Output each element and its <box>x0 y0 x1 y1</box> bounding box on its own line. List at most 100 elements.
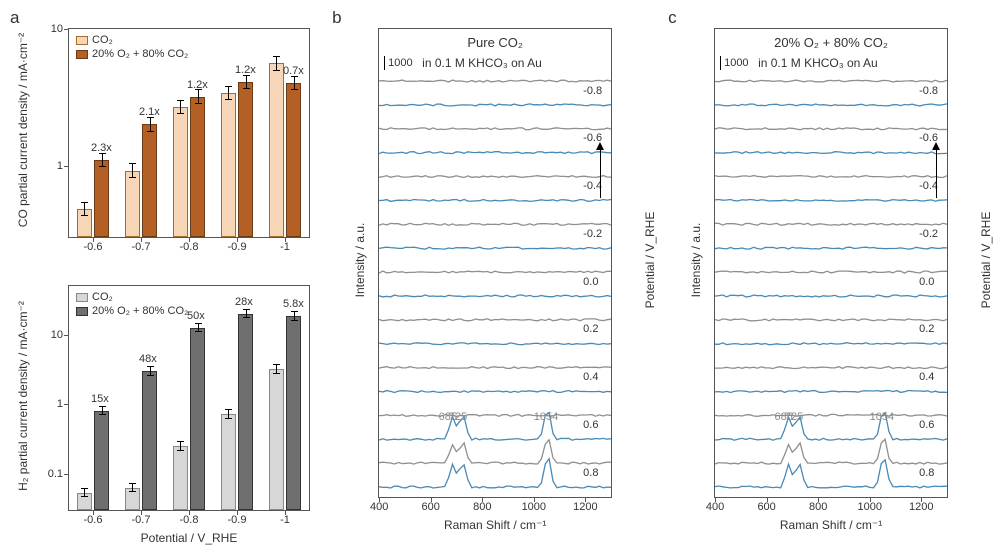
spectrum-line <box>379 343 611 345</box>
panel-b: b Pure CO₂ 40060080010001200-0.8-0.6-0.4… <box>322 8 658 550</box>
bar <box>238 82 253 237</box>
xtick: 1000 <box>852 501 888 513</box>
right-label-c: Potential / V_RHE <box>979 180 993 340</box>
panel-b-label: b <box>332 8 341 28</box>
chart-co: 1102.3x-0.62.1x-0.71.2x-0.81.2x-0.90.7x-… <box>6 8 322 279</box>
error-bar <box>294 311 295 320</box>
panel-c-intensity-value: 1000 <box>724 57 748 69</box>
error-bar <box>228 86 229 100</box>
potential-label: 0.8 <box>919 467 934 479</box>
bar <box>221 93 236 237</box>
error-bar <box>150 117 151 131</box>
error-bar <box>294 76 295 90</box>
legend-label-co2-h2: CO₂ <box>92 291 113 303</box>
spectrum-line <box>715 460 947 488</box>
legend-label-mix-h2: 20% O₂ + 80% CO₂ <box>92 305 188 317</box>
spectrum-line <box>379 413 611 441</box>
peak-label: 1054 <box>870 411 894 423</box>
y-label-c: Intensity / a.u. <box>689 180 703 340</box>
spectrum-line <box>379 176 611 178</box>
legend-label-mix: 20% O₂ + 80% CO₂ <box>92 48 188 60</box>
error-bar <box>180 100 181 114</box>
panel-c: c 20% O₂ + 80% CO₂ 40060080010001200-0.8… <box>658 8 994 550</box>
bar <box>221 414 236 510</box>
spectrum-line <box>715 223 947 225</box>
ratio-annotation: 48x <box>139 353 157 365</box>
spectrum-line <box>715 414 947 416</box>
bar <box>238 314 253 510</box>
error-bar <box>198 323 199 332</box>
bar <box>286 83 301 237</box>
legend-h2: CO₂ 20% O₂ + 80% CO₂ <box>76 290 188 318</box>
spectra-svg <box>715 29 947 497</box>
xtick: 1000 <box>516 501 552 513</box>
potential-label: 0.4 <box>583 371 598 383</box>
xtick: -1 <box>267 241 303 253</box>
potential-label: 0.6 <box>583 419 598 431</box>
error-bar <box>102 406 103 415</box>
spectrum-line <box>379 367 611 369</box>
spectrum-line <box>379 247 611 249</box>
bar <box>94 411 109 510</box>
x-label-a: Potential / V_RHE <box>68 531 310 545</box>
xtick: 400 <box>697 501 733 513</box>
ratio-annotation: 2.1x <box>139 106 160 118</box>
error-bar <box>246 75 247 89</box>
ratio-annotation: 1.2x <box>235 64 256 76</box>
xtick: -0.7 <box>123 241 159 253</box>
y-label-h2: H₂ partial current density / mA·cm⁻² <box>16 281 30 511</box>
panel-b-intensity-bar: 1000 <box>384 56 412 70</box>
spectrum-line <box>379 414 611 416</box>
spectrum-line <box>715 80 947 82</box>
right-label-b: Potential / V_RHE <box>643 180 657 340</box>
spectrum-line <box>379 295 611 297</box>
error-bar <box>84 202 85 216</box>
peak-label: 725 <box>785 411 803 423</box>
potential-label: 0.0 <box>583 276 598 288</box>
error-bar <box>132 483 133 492</box>
y-label-b: Intensity / a.u. <box>353 180 367 340</box>
xtick: -0.9 <box>219 241 255 253</box>
spectrum-line <box>715 247 947 249</box>
error-bar <box>276 56 277 70</box>
panel-c-intensity-bar: 1000 <box>720 56 748 70</box>
spectrum-line <box>715 104 947 106</box>
bar <box>142 124 157 237</box>
spectrum-line <box>715 176 947 178</box>
x-label-a-text: Potential / V_RHE <box>141 531 238 545</box>
ratio-annotation: 15x <box>91 393 109 405</box>
spectrum-line <box>715 128 947 130</box>
legend-swatch-mix-h2 <box>76 307 88 316</box>
error-bar <box>132 163 133 177</box>
error-bar <box>276 364 277 373</box>
spectrum-line <box>379 80 611 82</box>
error-bar <box>84 488 85 497</box>
spectrum-line <box>715 413 947 441</box>
potential-label: -0.2 <box>919 228 938 240</box>
panel-b-subtitle: in 0.1 M KHCO₃ on Au <box>422 56 542 70</box>
ratio-annotation: 0.7x <box>283 65 304 77</box>
ytick: 10 <box>33 23 63 35</box>
potential-label: -0.8 <box>583 85 602 97</box>
xtick: 1200 <box>903 501 939 513</box>
arrow-c <box>936 148 937 198</box>
potential-label: 0.6 <box>919 419 934 431</box>
xtick: -0.8 <box>171 514 207 526</box>
xtick: -0.9 <box>219 514 255 526</box>
legend-swatch-co2-h2 <box>76 293 88 302</box>
bar <box>269 63 284 237</box>
potential-label: 0.4 <box>919 371 934 383</box>
bar <box>173 446 188 510</box>
potential-label: 0.2 <box>919 323 934 335</box>
error-bar <box>102 153 103 167</box>
spectrum-line <box>715 343 947 345</box>
bar <box>142 371 157 510</box>
ratio-annotation: 5.8x <box>283 298 304 310</box>
potential-label: 0.8 <box>583 467 598 479</box>
arrow-b <box>600 148 601 198</box>
error-bar <box>198 89 199 103</box>
xtick: 400 <box>361 501 397 513</box>
potential-label: -0.8 <box>919 85 938 97</box>
xtick: -0.6 <box>75 241 111 253</box>
error-bar <box>246 309 247 318</box>
